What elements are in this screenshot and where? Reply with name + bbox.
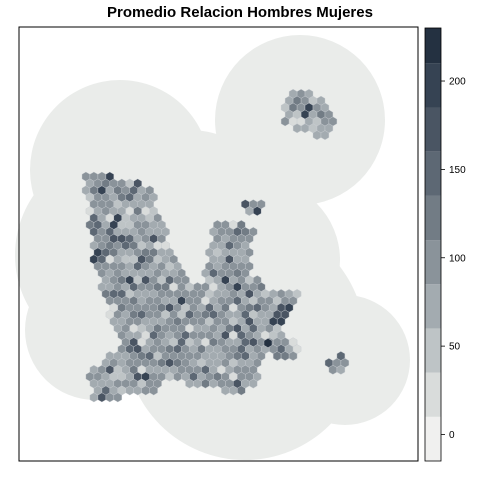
hex-cell	[280, 116, 290, 127]
hex-cell	[237, 385, 246, 396]
legend-color-bin	[425, 151, 441, 196]
hex-cell	[229, 385, 238, 396]
hex-cell	[292, 123, 302, 134]
map-frame	[18, 26, 419, 462]
hex-cell	[97, 392, 107, 403]
legend-color-bin	[425, 328, 441, 373]
legend-tick-label: 200	[449, 77, 466, 88]
hex-cell	[249, 378, 258, 389]
hex-cell	[336, 364, 346, 375]
legend-color-bin	[425, 107, 441, 152]
hex-cell	[185, 378, 194, 389]
color-legend: 0 50 100 150 200	[424, 27, 466, 462]
legend-frame	[424, 27, 442, 462]
legend-tick-label: 150	[449, 165, 466, 176]
legend-tick-label: 50	[449, 342, 461, 353]
legend-color-bin	[425, 195, 441, 241]
hex-cell	[280, 351, 290, 361]
hex-cell	[253, 206, 262, 216]
hex-cell	[165, 371, 174, 382]
hex-cell	[209, 378, 218, 389]
legend-tick-label: 100	[449, 253, 466, 264]
legend-color-bin	[425, 372, 441, 417]
legend-tick-label: 0	[449, 430, 455, 441]
data-hex-cells	[81, 88, 350, 403]
legend-color-bin	[425, 28, 441, 64]
hex-cell	[89, 392, 99, 403]
map-title: Promedio Relacion Hombres Mujeres	[107, 4, 373, 21]
hex-cell	[263, 338, 273, 348]
hex-cell	[312, 130, 322, 141]
hex-cell	[141, 385, 150, 396]
hex-cell	[245, 206, 254, 216]
hex-cell	[328, 364, 338, 375]
hex-cell	[133, 385, 142, 396]
hex-cell	[320, 130, 330, 141]
legend-color-bin	[425, 284, 441, 329]
hex-cell	[149, 385, 158, 396]
hex-cell	[113, 392, 123, 403]
hex-cell	[193, 378, 202, 389]
legend-color-bin	[425, 416, 441, 461]
legend-color-bin	[425, 240, 441, 285]
legend-color-bin	[425, 63, 441, 108]
hex-cell	[288, 351, 298, 361]
